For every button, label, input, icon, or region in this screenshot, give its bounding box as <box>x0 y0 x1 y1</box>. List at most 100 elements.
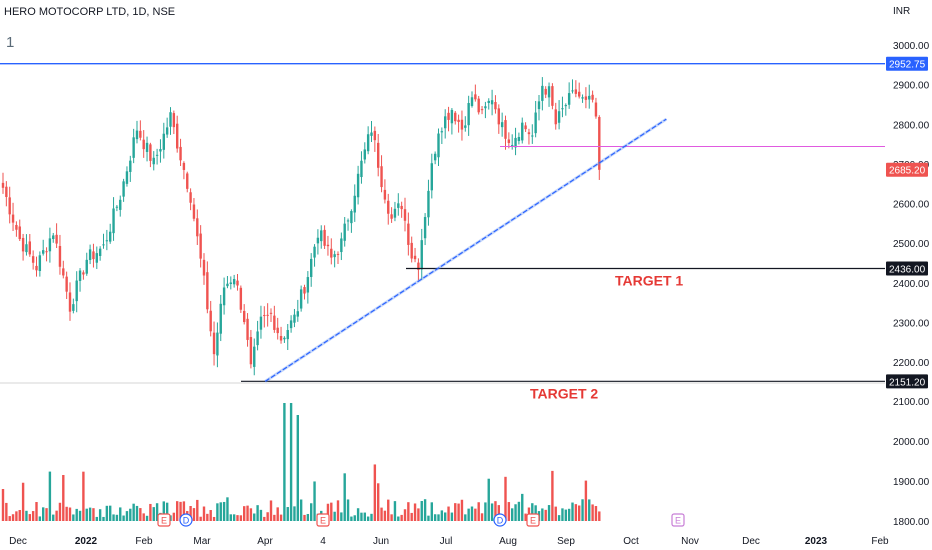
volume-bar <box>547 505 551 521</box>
volume-bar <box>162 501 165 521</box>
event-marker-label: D <box>497 516 504 526</box>
chart-title: HERO MOTOCORP LTD, 1D, NSE <box>4 6 176 18</box>
volume-bar <box>377 483 380 521</box>
candle-body <box>259 316 263 330</box>
candle-body <box>196 218 199 237</box>
volume-bar <box>283 403 286 521</box>
volume-bar <box>296 415 299 521</box>
candle-body <box>286 330 289 340</box>
volume-bar <box>494 501 497 521</box>
volume-bar <box>490 503 494 521</box>
volume-bar <box>206 513 209 521</box>
candle-body <box>78 270 82 281</box>
earnings-marker <box>316 513 330 527</box>
candle-body <box>58 245 62 267</box>
volume-bar <box>55 510 58 521</box>
volume-bar <box>196 499 199 521</box>
volume-bar <box>276 507 279 521</box>
volume-bar <box>380 507 383 521</box>
candle-body <box>440 131 444 133</box>
candle-body <box>370 132 373 136</box>
volume-bar <box>541 508 544 521</box>
candle-body <box>584 96 588 100</box>
axes-layer: 3000.002900.002800.002700.002600.002500.… <box>0 41 930 547</box>
candle-body <box>547 86 551 98</box>
volume-bar <box>129 508 132 521</box>
candle-body <box>346 220 350 222</box>
volume-bar <box>497 505 500 521</box>
candle-body <box>246 318 249 340</box>
time-axis-label: Jun <box>373 536 389 547</box>
candle-body <box>447 112 450 120</box>
volume-bar <box>28 514 31 521</box>
volume-bar <box>115 514 119 521</box>
candle-body <box>289 320 293 329</box>
candle-body <box>356 173 360 198</box>
volume-bar <box>420 500 423 521</box>
volume-bar <box>112 514 115 521</box>
candle-body <box>112 208 115 234</box>
volume-bar <box>102 516 105 521</box>
candle-body <box>464 125 467 128</box>
volume-bar <box>269 500 273 521</box>
volume-bar <box>564 509 567 521</box>
volume-bar <box>437 514 440 521</box>
volume-bar <box>447 506 450 521</box>
candle-body <box>383 189 387 200</box>
candle-body <box>186 173 189 189</box>
volume-layer <box>1 403 601 521</box>
candle-body <box>38 255 42 271</box>
target1-annotation: TARGET 1 <box>615 272 683 288</box>
volume-bar <box>517 501 521 521</box>
candle-body <box>574 89 578 94</box>
candle-body <box>283 337 286 340</box>
candle-body <box>467 103 470 126</box>
volume-bar <box>48 471 52 521</box>
volume-bar <box>82 471 85 521</box>
volume-bar <box>594 506 598 521</box>
candle-body <box>256 331 259 346</box>
candle-body <box>31 256 35 263</box>
volume-bar <box>310 503 313 521</box>
volume-bar <box>383 510 387 521</box>
volume-bar <box>356 508 360 521</box>
candle-body <box>531 135 534 137</box>
volume-bar <box>119 507 122 521</box>
volume-tick-label: 2100.00 <box>893 397 930 408</box>
price-tick-label: 2200.00 <box>893 358 930 369</box>
dividend-marker <box>493 513 507 527</box>
volume-bar <box>105 505 109 521</box>
candle-body <box>222 287 226 306</box>
candle-body <box>45 251 48 253</box>
volume-bar <box>165 502 169 521</box>
candle-body <box>561 108 564 110</box>
event-marker-label: E <box>161 516 167 526</box>
volume-bar <box>219 502 222 521</box>
candle-body <box>343 223 346 241</box>
volume-bar <box>336 500 340 521</box>
candle-body <box>470 97 474 106</box>
candle-body <box>598 117 601 170</box>
time-axis-label: Aug <box>499 536 517 547</box>
volume-bar <box>172 512 176 521</box>
candle-body <box>85 259 88 274</box>
candle-body <box>578 91 581 97</box>
volume-bar <box>531 503 534 521</box>
candle-body <box>353 195 356 213</box>
candle-body <box>313 246 316 258</box>
candle-body <box>135 130 139 140</box>
candle-body <box>450 109 454 124</box>
candle-body <box>554 109 557 125</box>
volume-bar <box>249 508 253 521</box>
volume-tick-label: 1900.00 <box>893 477 930 488</box>
candle-body <box>48 238 52 252</box>
candle-body <box>340 238 343 253</box>
volume-bar <box>92 508 95 521</box>
volume-bar <box>212 516 216 521</box>
candle-body <box>226 283 229 287</box>
volume-bar <box>390 514 393 521</box>
volume-bar <box>413 503 417 521</box>
candle-body <box>179 146 182 161</box>
price-tick-label: 2300.00 <box>893 318 930 329</box>
